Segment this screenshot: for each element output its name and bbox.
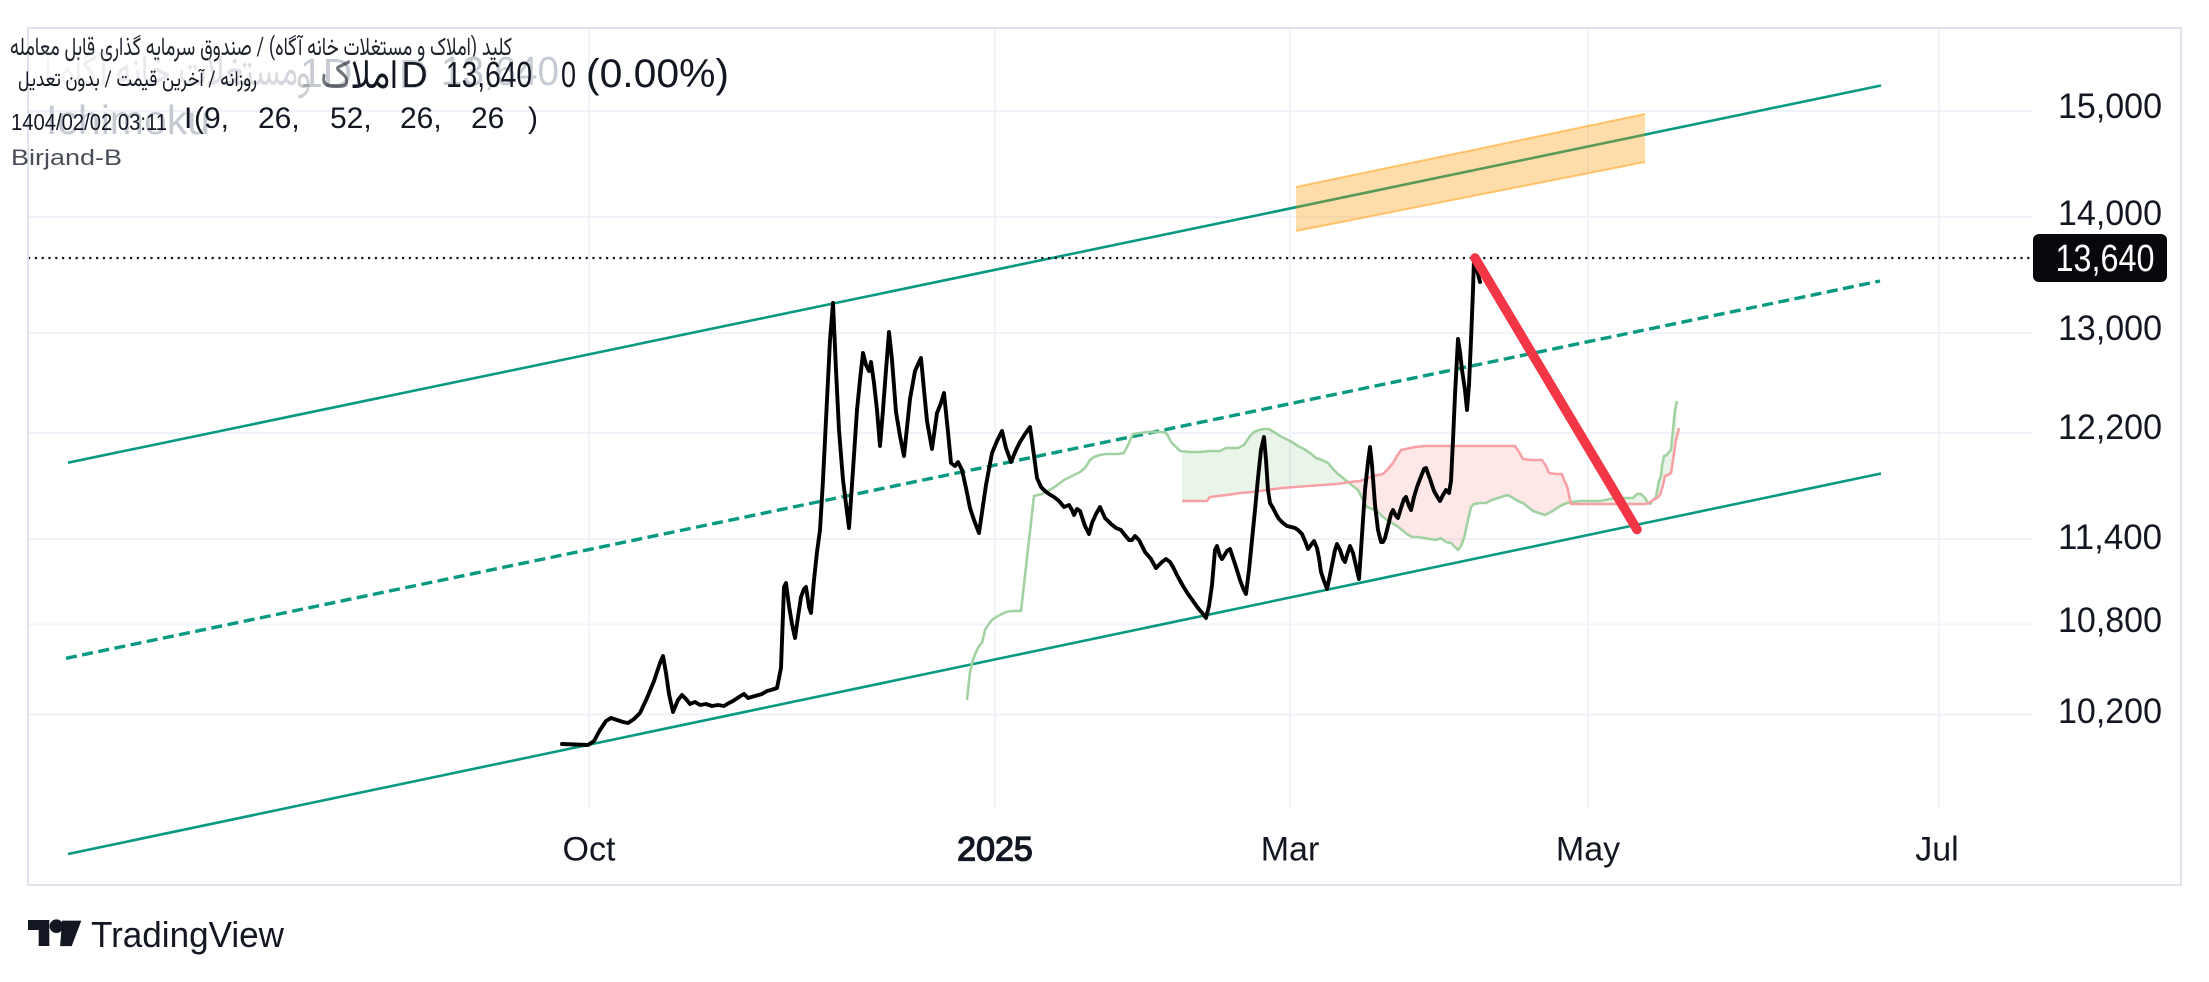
svg-text:52,: 52, <box>330 102 372 135</box>
svg-text:13,640: 13,640 <box>2056 238 2155 280</box>
svg-text:13,640: 13,640 <box>446 54 532 95</box>
svg-text:(0.00%): (0.00%) <box>586 52 729 96</box>
svg-text:May: May <box>1556 831 1620 869</box>
svg-text:Oct: Oct <box>563 831 616 869</box>
svg-text:Mar: Mar <box>1261 831 1320 869</box>
svg-text:D: D <box>399 51 429 97</box>
svg-text:Ichimoku: Ichimoku <box>46 97 210 143</box>
svg-text:26,: 26, <box>258 102 300 135</box>
svg-text:15,000: 15,000 <box>2058 87 2162 126</box>
svg-text:I: I <box>184 102 192 135</box>
svg-text:2025: 2025 <box>957 831 1033 869</box>
svg-text:Birjand-B: Birjand-B <box>11 145 122 170</box>
svg-text:0: 0 <box>561 54 576 95</box>
svg-text:(9,: (9, <box>194 102 229 135</box>
svg-text:10,200: 10,200 <box>2058 692 2162 731</box>
svg-text:12,200: 12,200 <box>2058 408 2162 447</box>
svg-text:Jul: Jul <box>1915 831 1958 869</box>
svg-text:1404/02/02 03:11: 1404/02/02 03:11 <box>11 109 167 135</box>
svg-text:14,000: 14,000 <box>2058 194 2162 233</box>
svg-text:): ) <box>528 102 538 135</box>
svg-text:TradingView: TradingView <box>91 914 285 955</box>
svg-text:D: D <box>402 54 428 95</box>
svg-text:13,640: 13,640 <box>441 48 559 94</box>
svg-text:10,800: 10,800 <box>2058 601 2162 640</box>
svg-text:26,: 26, <box>400 102 442 135</box>
svg-text:13,000: 13,000 <box>2058 309 2162 348</box>
svg-text:26: 26 <box>471 102 504 135</box>
svg-text:11,400: 11,400 <box>2058 518 2162 557</box>
